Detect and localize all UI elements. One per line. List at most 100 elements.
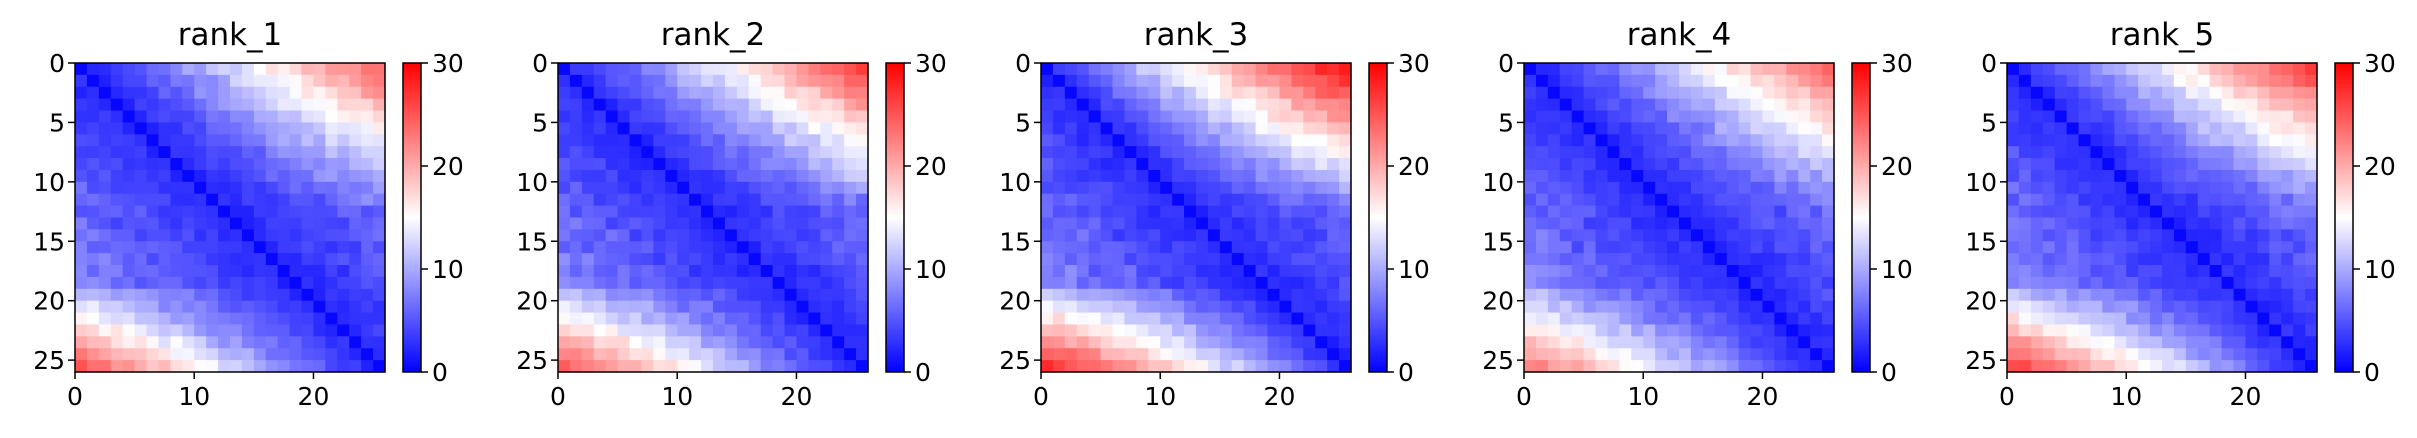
heatmap-cell	[736, 324, 750, 337]
heatmap-cell	[349, 253, 362, 266]
heatmap-cell	[75, 253, 88, 266]
heatmap-cell	[1160, 348, 1173, 361]
heatmap-cell	[98, 336, 112, 349]
heatmap-cell	[1655, 86, 1668, 100]
heatmap-cell	[665, 146, 678, 159]
heatmap-cell	[653, 146, 666, 159]
heatmap-cell	[337, 276, 350, 290]
x-tick-label: 0	[67, 382, 83, 411]
heatmap-cell	[98, 360, 112, 373]
heatmap-cell	[2245, 217, 2258, 230]
heatmap-cell	[1124, 86, 1137, 100]
heatmap-cell	[724, 241, 738, 254]
heatmap-cell	[1738, 217, 1752, 230]
heatmap-cell	[689, 146, 702, 159]
heatmap-cell	[689, 217, 702, 230]
heatmap-cell	[1714, 134, 1728, 147]
heatmap-cell	[772, 146, 786, 159]
heatmap-cell	[2281, 288, 2294, 302]
heatmap-cell	[1798, 134, 1811, 147]
heatmap-cell	[820, 169, 833, 183]
heatmap-cell	[1595, 360, 1609, 373]
heatmap-cell	[289, 241, 303, 254]
heatmap-cell	[1136, 253, 1149, 266]
heatmap-cell	[2054, 348, 2068, 361]
heatmap-cell	[701, 276, 714, 290]
heatmap-cell	[784, 181, 798, 195]
heatmap-cell	[2102, 158, 2115, 171]
heatmap-cell	[581, 146, 595, 159]
heatmap-cell	[2162, 86, 2175, 100]
heatmap-cell	[1303, 122, 1316, 135]
heatmap-cell	[2126, 288, 2139, 302]
heatmap-cell	[218, 312, 231, 326]
heatmap-cell	[1315, 253, 1328, 266]
heatmap-cell	[760, 348, 774, 361]
heatmap-cell	[1196, 74, 1209, 88]
heatmap-cell	[665, 86, 678, 100]
heatmap-cell	[1655, 181, 1668, 195]
heatmap-cell	[2233, 74, 2247, 88]
heatmap-cell	[206, 288, 219, 302]
heatmap-cell	[337, 134, 350, 147]
heatmap-cell	[724, 122, 738, 135]
heatmap-cell	[1196, 336, 1209, 349]
heatmap-cell	[1607, 181, 1620, 195]
heatmap-cell	[820, 134, 833, 147]
heatmap-cell	[760, 300, 774, 314]
heatmap-cell	[2233, 312, 2247, 326]
heatmap-cell	[194, 276, 207, 290]
heatmap-cell	[2102, 63, 2115, 76]
heatmap-cell	[1738, 324, 1752, 337]
heatmap-cell	[1607, 348, 1620, 361]
heatmap-cell	[373, 63, 386, 76]
heatmap-cell	[736, 122, 750, 135]
heatmap-cell	[1339, 169, 1352, 183]
heatmap-cell	[75, 98, 88, 112]
heatmap-cell	[1279, 86, 1292, 100]
heatmap-cell	[1231, 229, 1245, 242]
heatmap-cell	[2138, 63, 2151, 76]
heatmap-cell	[1279, 265, 1292, 278]
heatmap-cell	[1339, 276, 1352, 290]
heatmap-cell	[1535, 360, 1549, 373]
heatmap-cell	[277, 158, 291, 171]
heatmap-cell	[760, 146, 774, 159]
heatmap-cell	[2042, 241, 2056, 254]
heatmap-cell	[689, 336, 702, 349]
heatmap-cell	[1219, 86, 1233, 100]
heatmap-cell	[2042, 336, 2056, 349]
heatmap-cell	[170, 348, 183, 361]
heatmap-cell	[1172, 300, 1185, 314]
heatmap-cell	[1607, 63, 1620, 76]
heatmap-cell	[2114, 265, 2127, 278]
heatmap-cell	[1184, 360, 1197, 373]
heatmap-cell	[1583, 360, 1597, 373]
heatmap-cell	[677, 253, 690, 266]
heatmap-cell	[1690, 205, 1704, 219]
heatmap-cell	[1690, 265, 1704, 278]
heatmap-cell	[1184, 336, 1197, 349]
heatmap-cell	[1339, 181, 1352, 195]
heatmap-cell	[1762, 276, 1775, 290]
heatmap-cell	[2066, 169, 2080, 183]
heatmap-cell	[677, 146, 690, 159]
heatmap-cell	[629, 324, 643, 337]
heatmap-cell	[2102, 169, 2115, 183]
heatmap-cell	[1255, 181, 1269, 195]
heatmap-cell	[2007, 300, 2020, 314]
heatmap-cell	[86, 336, 100, 349]
heatmap-cell	[182, 158, 195, 171]
heatmap-cell	[641, 265, 654, 278]
heatmap-cell	[844, 312, 857, 326]
heatmap-cell	[325, 122, 338, 135]
heatmap-cell	[2233, 63, 2247, 76]
heatmap-cell	[856, 229, 869, 242]
heatmap-cell	[75, 86, 88, 100]
heatmap-cell	[1738, 193, 1752, 207]
heatmap-cell	[701, 217, 714, 230]
heatmap-cell	[1690, 74, 1704, 88]
heatmap-cell	[2257, 86, 2270, 100]
heatmap-cell	[1100, 181, 1114, 195]
heatmap-cell	[122, 360, 136, 373]
